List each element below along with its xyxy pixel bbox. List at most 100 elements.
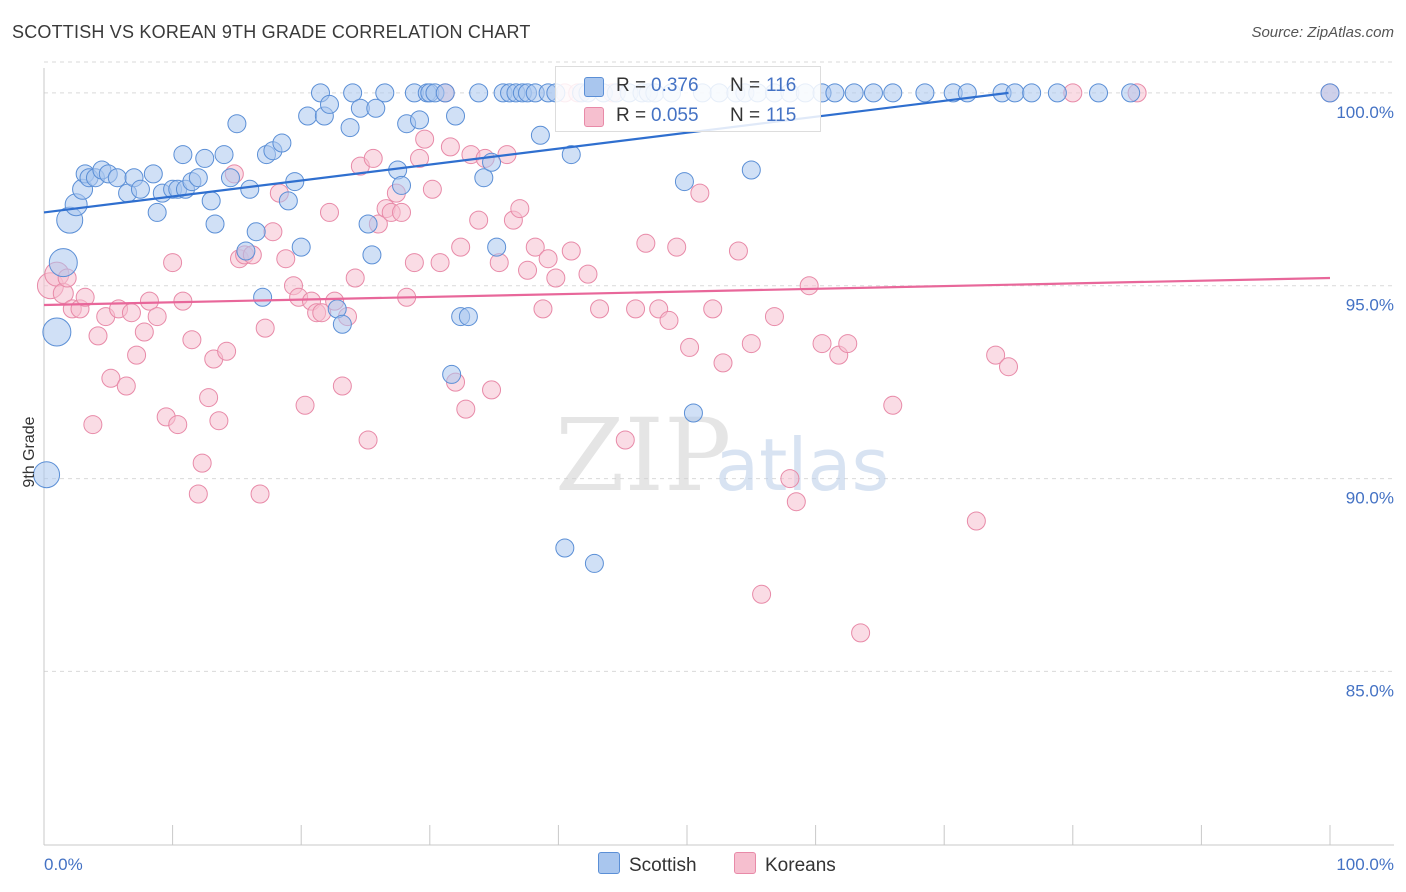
scottish-point <box>674 172 694 192</box>
koreans-point <box>319 202 339 222</box>
koreans-point <box>883 395 903 415</box>
legend-row-koreans: R = 0.055 N = 115 <box>556 101 820 131</box>
koreans-point <box>525 237 545 257</box>
koreans-point <box>680 337 700 357</box>
scottish-r-value: 0.376 <box>651 75 699 96</box>
scottish-point <box>42 317 72 347</box>
koreans-point <box>422 179 442 199</box>
koreans-point <box>713 353 733 373</box>
x-tick-label-max: 100.0% <box>1336 855 1394 874</box>
scottish-point <box>1121 83 1141 103</box>
koreans-point <box>799 276 819 296</box>
koreans-point <box>75 287 95 307</box>
trend-lines <box>43 91 1331 307</box>
scottish-trend-line <box>43 91 1009 214</box>
koreans-point <box>728 241 748 261</box>
scottish-point <box>915 83 935 103</box>
koreans-r-value: 0.055 <box>651 105 699 126</box>
scottish-point <box>358 214 378 234</box>
scottish-point <box>555 538 575 558</box>
legend-row-scottish: R = 0.376 N = 116 <box>556 71 820 101</box>
koreans-point <box>250 484 270 504</box>
scottish-point <box>584 553 604 573</box>
scottish-point <box>1005 83 1025 103</box>
x-tick-label-min: 0.0% <box>44 855 83 874</box>
legend-koreans-label: Koreans <box>765 855 836 876</box>
koreans-point <box>263 222 283 242</box>
koreans-point <box>741 334 761 354</box>
scottish-point <box>205 214 225 234</box>
stats-legend: R = 0.376 N = 116 R = 0.055 N = 115 <box>555 66 821 132</box>
scottish-point <box>298 106 318 126</box>
scottish-point <box>375 83 395 103</box>
scottish-point <box>291 237 311 257</box>
koreans-point <box>168 415 188 435</box>
koreans-point <box>986 345 1006 365</box>
y-tick-label: 90.0% <box>1346 489 1394 508</box>
scottish-point <box>147 202 167 222</box>
koreans-point <box>533 299 553 319</box>
scottish-point <box>227 114 247 134</box>
koreans-point <box>578 264 598 284</box>
koreans-point <box>363 148 383 168</box>
koreans-point <box>188 484 208 504</box>
koreans-point <box>182 330 202 350</box>
koreans-point <box>786 492 806 512</box>
scottish-n-label: N = <box>730 75 761 96</box>
koreans-point <box>510 199 530 219</box>
scottish-point <box>319 94 339 114</box>
koreans-point <box>561 241 581 261</box>
koreans-point <box>134 322 154 342</box>
koreans-point <box>703 299 723 319</box>
koreans-point <box>430 253 450 273</box>
scottish-point <box>1047 83 1067 103</box>
scottish-swatch <box>584 77 604 97</box>
koreans-point <box>469 210 489 230</box>
koreans-point <box>147 307 167 327</box>
koreans-point <box>295 395 315 415</box>
scottish-point <box>683 403 703 423</box>
watermark-atlas: atlas <box>715 423 889 507</box>
koreans-point <box>127 345 147 365</box>
koreans-point <box>255 318 275 338</box>
koreans-point <box>101 368 121 388</box>
scottish-point <box>392 175 412 195</box>
scottish-point <box>435 83 455 103</box>
koreans-point <box>192 453 212 473</box>
koreans-point <box>851 623 871 643</box>
y-axis-title: 9th Grade <box>21 416 38 487</box>
scottish-point <box>201 191 221 211</box>
scottish-point <box>863 83 883 103</box>
koreans-point <box>546 268 566 288</box>
koreans-point <box>163 253 183 273</box>
scottish-point <box>362 245 382 265</box>
scottish-point <box>1022 83 1042 103</box>
koreans-point <box>659 310 679 330</box>
koreans-point <box>780 469 800 489</box>
koreans-point <box>966 511 986 531</box>
scottish-point <box>173 145 193 165</box>
scottish-point <box>446 106 466 126</box>
koreans-point <box>404 253 424 273</box>
scottish-point <box>561 145 581 165</box>
koreans-point <box>392 202 412 222</box>
legend-item-scottish: Scottish <box>598 852 697 877</box>
koreans-point <box>764 307 784 327</box>
koreans-trend-line <box>43 276 1331 307</box>
koreans-point <box>690 183 710 203</box>
scottish-point <box>214 145 234 165</box>
chart-title: SCOTTISH VS KOREAN 9TH GRADE CORRELATION… <box>12 22 531 42</box>
y-tick-label: 100.0% <box>1336 103 1394 122</box>
scottish-point <box>332 314 352 334</box>
scottish-point <box>253 287 273 307</box>
scottish-point <box>278 191 298 211</box>
scottish-point <box>130 179 150 199</box>
koreans-point <box>209 411 229 431</box>
scottish-point <box>844 83 864 103</box>
koreans-series <box>36 83 1340 643</box>
scottish-point <box>530 125 550 145</box>
koreans-point <box>410 148 430 168</box>
scottish-point <box>474 168 494 188</box>
source-label: Source: ZipAtlas.com <box>1251 24 1394 41</box>
